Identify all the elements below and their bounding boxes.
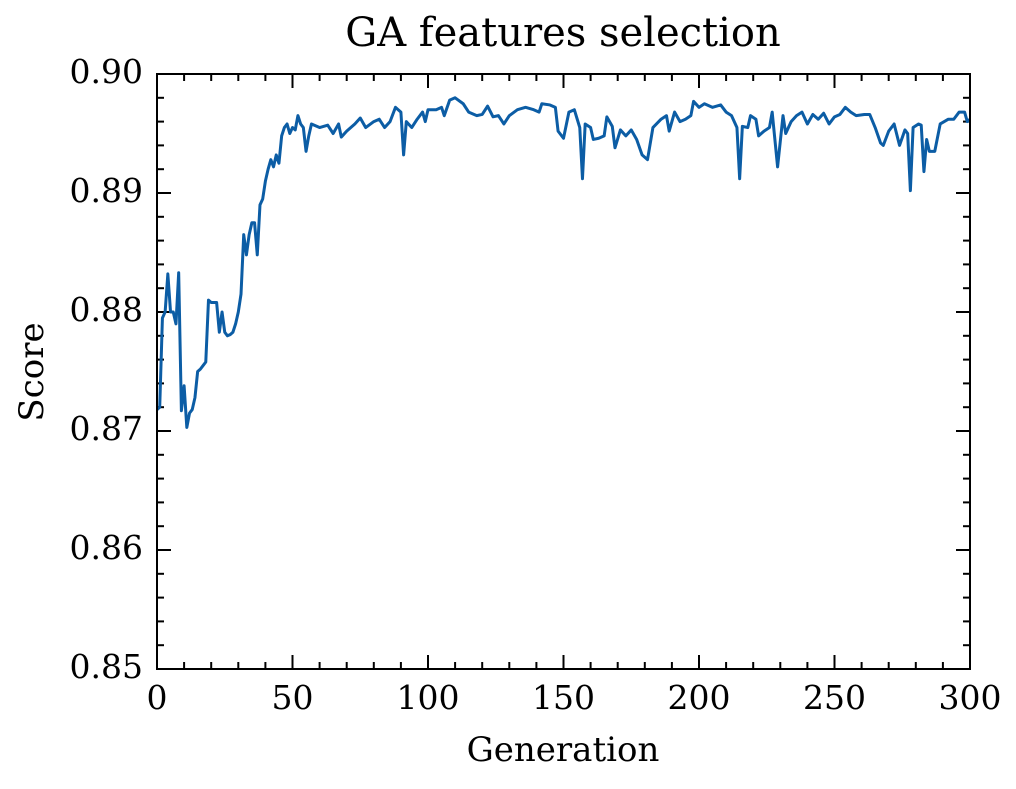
data-line: [156, 96, 971, 429]
x-tick-label: 0: [147, 678, 168, 717]
y-tick-label: 0.89: [70, 171, 143, 210]
x-tick-label: 100: [397, 678, 460, 717]
x-tick-label: 300: [939, 678, 1002, 717]
y-axis-label: Score: [12, 322, 52, 421]
x-axis-label: Generation: [467, 730, 660, 770]
y-tick-label: 0.85: [70, 647, 143, 686]
x-tick-label: 50: [272, 678, 314, 717]
chart-title: GA features selection: [345, 10, 781, 56]
plot-frame: [156, 73, 971, 670]
y-tick-label: 0.87: [70, 409, 143, 448]
x-tick-label: 150: [532, 678, 595, 717]
y-tick-label: 0.86: [70, 528, 143, 567]
x-tick-label: 250: [803, 678, 866, 717]
y-tick-label: 0.90: [70, 52, 143, 91]
x-tick-label: 200: [668, 678, 731, 717]
y-tick-label: 0.88: [70, 290, 143, 329]
